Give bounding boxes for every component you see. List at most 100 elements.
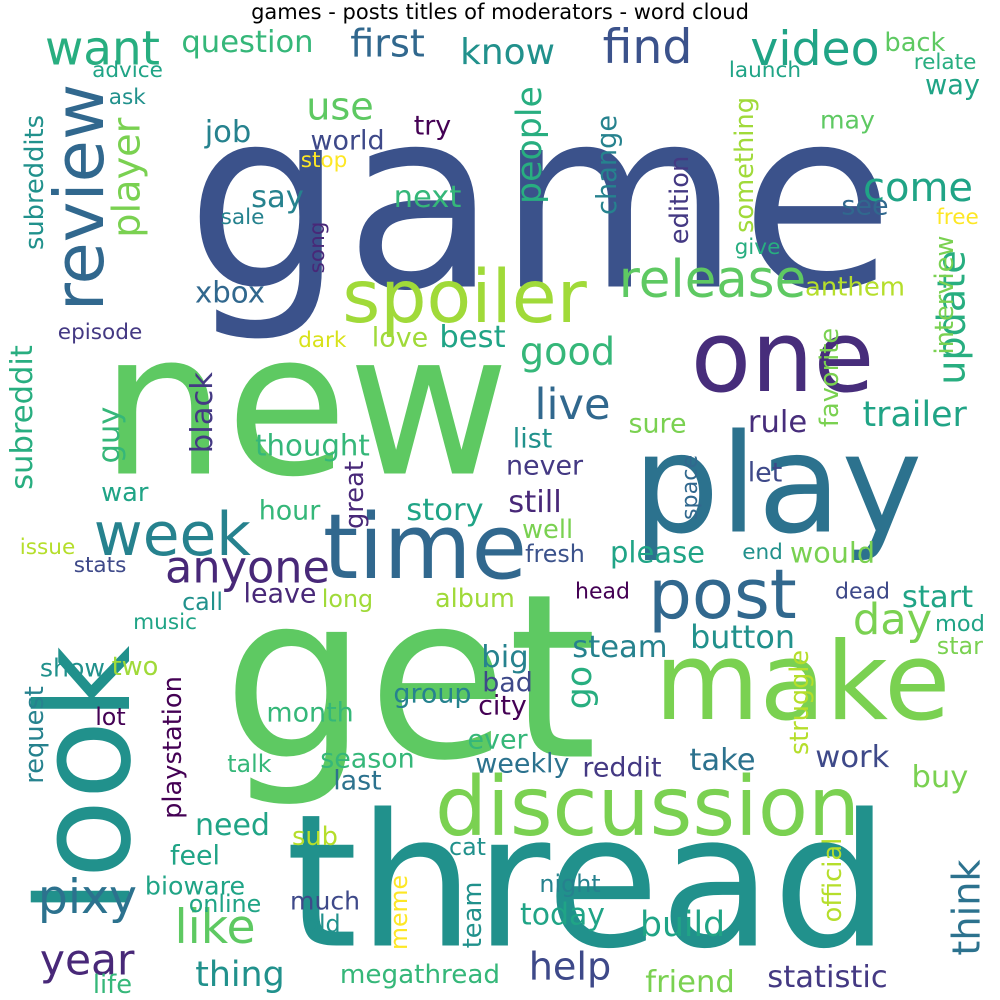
word-use: use [306,86,374,130]
word-stats: stats [74,553,127,578]
word-feel: feel [170,841,220,872]
word-official: official [818,838,848,923]
word-war: war [101,478,149,508]
word-back: back [884,28,945,58]
word-please: please [610,536,705,570]
word-post: post [648,555,797,635]
word-advice: advice [92,58,163,83]
word-steam: steam [572,630,667,665]
word-one: one [691,300,875,415]
word-end: end [742,540,783,565]
word-play: play [633,406,923,565]
word-first: first [350,23,425,67]
word-year: year [40,936,135,985]
word-want: want [45,23,160,77]
word-space: space [677,455,703,520]
word-relate: relate [914,50,977,75]
word-next: next [394,180,462,215]
word-thing: thing [195,955,285,995]
word-need: need [195,808,270,843]
word-help: help [529,946,612,990]
word-let: let [748,458,783,489]
word-megathread: megathread [340,960,500,990]
word-dead: dead [835,580,890,605]
word-call: call [182,588,223,616]
word-may: may [820,106,875,135]
word-guy: guy [92,407,127,464]
word-fresh: fresh [525,540,585,568]
word-great: great [340,461,370,529]
word-love: love [372,323,428,354]
word-long: long [322,585,373,613]
word-sub: sub [292,822,338,852]
word-season: season [320,744,415,775]
word-night: night [539,870,600,898]
word-thought: thought [255,429,370,463]
word-say: say [251,180,304,215]
word-life: life [93,970,132,1000]
word-live: live [535,380,611,430]
word-player: player [106,117,150,237]
word-job: job [204,115,252,150]
word-question: question [181,25,313,60]
word-video: video [750,22,879,77]
word-know: know [460,32,555,73]
word-head: head [575,580,630,605]
word-new: new [100,290,509,521]
word-subreddit: subreddit [5,345,40,490]
word-discussion: discussion [435,760,860,855]
word-weekly: weekly [475,749,569,780]
word-ask: ask [109,85,146,110]
word-work: work [815,740,889,775]
word-ever: ever [468,725,529,756]
word-launch: launch [729,58,801,83]
word-request: request [20,686,50,784]
figure-title: games - posts titles of moderators - wor… [251,0,749,24]
word-song: song [305,222,330,274]
word-show: show [40,654,105,683]
word-change: change [592,115,623,215]
word-list: list [513,424,553,455]
word-black: black [185,372,220,453]
word-meme: meme [385,875,413,950]
word-team: team [458,882,488,949]
word-two: two [112,652,159,682]
word-start: start [902,580,973,615]
word-never: never [506,451,584,482]
word-xbox: xbox [195,276,265,310]
word-bioware: bioware [145,872,245,901]
word-thread: thread [286,776,890,990]
word-people: people [510,86,550,204]
word-anyone: anyone [165,542,330,594]
word-update: update [931,250,975,385]
word-hour: hour [259,496,322,527]
word-like: like [175,900,256,955]
word-review: review [40,84,120,312]
word-dark: dark [298,328,347,353]
word-way: way [925,70,980,101]
word-sale: sale [221,205,265,230]
word-bad: bad [482,668,533,699]
word-album: album [435,584,515,614]
word-cat: cat [449,833,486,861]
word-subreddits: subreddits [20,115,50,250]
word-go: go [560,666,600,709]
word-star: star [937,632,983,660]
word-something: something [730,97,760,233]
word-try: try [414,111,452,142]
word-build: build [640,905,725,945]
word-world: world [311,126,385,157]
word-best: best [439,320,505,355]
word-interview: interview [930,235,960,354]
word-give: give [735,235,781,260]
word-mod: mod [935,611,985,637]
word-story: story [406,493,483,528]
word-group: group [393,679,471,710]
word-come: come [863,165,973,211]
word-episode: episode [58,320,142,345]
word-get: get [223,545,597,811]
word-music: music [133,610,197,635]
word-favorite: favorite [815,328,845,427]
